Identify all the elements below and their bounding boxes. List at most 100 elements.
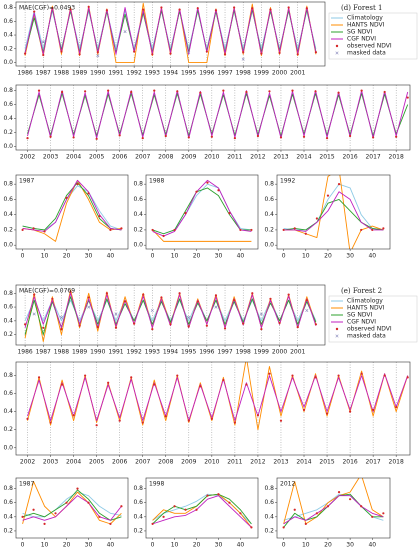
series-line	[283, 175, 384, 249]
x-tick-label: 1988	[54, 70, 69, 77]
y-tick-label: 0.8	[3, 87, 13, 94]
y-tick-label: 0.2	[3, 527, 13, 534]
x-tick-label: 2011	[227, 459, 242, 466]
observed-marker	[43, 522, 46, 525]
observed-marker	[65, 501, 68, 504]
series-line	[152, 179, 252, 237]
observed-marker	[21, 515, 24, 518]
observed-marker	[60, 50, 63, 53]
observed-marker	[217, 493, 220, 496]
observed-marker	[245, 383, 248, 386]
legend-swatch	[335, 334, 339, 338]
observed-marker	[164, 415, 167, 418]
plot-area	[151, 179, 253, 242]
y-tick-label: 0.2	[133, 527, 143, 534]
observed-marker	[133, 322, 136, 325]
x-tick-label: 40	[368, 542, 376, 549]
plot-area	[26, 85, 409, 150]
annotation: 1988	[149, 178, 164, 185]
x-tick-label: 2008	[158, 154, 173, 161]
observed-marker	[160, 6, 163, 9]
y-tick-label: 0.8	[3, 485, 13, 492]
y-tick-label: 0.0	[3, 59, 13, 66]
x-tick-label: 1999	[254, 349, 269, 356]
observed-marker	[325, 137, 329, 140]
x-tick-label: 2005	[89, 459, 104, 466]
annotation: MAE(CGF)=0.0769	[19, 288, 75, 295]
x-tick-label: 10	[171, 542, 179, 549]
observed-marker	[360, 89, 363, 92]
observed-marker	[228, 212, 231, 215]
y-tick-label: 0.6	[3, 18, 13, 25]
x-tick-label: 10	[302, 542, 310, 549]
x-tick-label: 30	[85, 542, 93, 549]
y-tick-label: 0.2	[3, 226, 13, 233]
y-tick-label: 0.2	[3, 129, 13, 136]
legend-label: Climatology	[347, 298, 383, 305]
x-tick-label: 0	[21, 253, 25, 260]
x-tick-label: 2018	[389, 459, 404, 466]
legend-label: SG NDVI	[347, 29, 372, 36]
x-tick-label: 2017	[365, 459, 380, 466]
observed-marker	[51, 297, 54, 300]
observed-marker	[315, 217, 318, 220]
plot-area	[21, 179, 123, 242]
y-tick-label: 0.4	[264, 513, 274, 520]
observed-marker	[278, 321, 281, 325]
x-tick-label: 1994	[163, 70, 178, 77]
x-tick-label: 2007	[135, 459, 150, 466]
y-tick-label: 0.8	[3, 290, 13, 297]
y-tick-label: 0.2	[3, 331, 13, 338]
observed-marker	[371, 515, 374, 518]
observed-marker	[337, 491, 341, 494]
x-tick-label: 1996	[199, 349, 214, 356]
observed-marker	[98, 515, 101, 518]
axes-frame	[15, 84, 411, 151]
observed-marker	[69, 8, 72, 11]
x-tick-label: 40	[237, 542, 245, 549]
observed-marker	[214, 294, 218, 297]
x-tick-label: 10	[302, 253, 310, 260]
x-tick-label: 20	[193, 542, 201, 549]
y-tick-label: 0.0	[3, 242, 13, 249]
legend-label: observed NDVI	[347, 326, 392, 333]
x-tick-label: 1997	[217, 349, 232, 356]
masked-marker	[305, 309, 309, 313]
masked-marker	[241, 57, 245, 61]
observed-marker	[268, 372, 271, 375]
observed-marker	[305, 299, 308, 302]
masked-marker	[214, 305, 218, 309]
x-tick-label: 1991	[108, 70, 123, 77]
axes-frame	[15, 477, 129, 539]
observed-marker	[233, 299, 236, 302]
x-tick-label: 1989	[72, 70, 87, 77]
x-tick-label: 2013	[273, 154, 288, 161]
annotation: MAE(CGF)=0.0493	[19, 5, 75, 12]
observed-marker	[279, 419, 283, 422]
y-tick-label: 0.6	[3, 390, 13, 397]
x-tick-label: 2015	[319, 459, 334, 466]
observed-marker	[348, 134, 352, 138]
observed-marker	[196, 300, 199, 303]
observed-marker	[162, 234, 165, 238]
legend-label: CGF NDVI	[347, 319, 376, 326]
observed-marker	[214, 9, 218, 12]
x-tick-label: 2000	[272, 349, 287, 356]
series-line	[283, 478, 384, 525]
observed-marker	[176, 374, 179, 377]
observed-marker	[250, 526, 253, 529]
observed-marker	[348, 410, 352, 413]
x-tick-label: 2002	[20, 459, 35, 466]
observed-marker	[222, 378, 225, 382]
observed-marker	[302, 135, 306, 138]
y-tick-label: 0.4	[3, 211, 13, 218]
legend-swatch	[335, 44, 339, 48]
x-tick-label: 2001	[290, 349, 305, 356]
observed-marker	[233, 137, 236, 140]
observed-marker	[87, 5, 90, 8]
observed-marker	[360, 228, 363, 232]
observed-marker	[222, 89, 225, 92]
observed-marker	[383, 374, 386, 377]
observed-marker	[256, 414, 260, 417]
